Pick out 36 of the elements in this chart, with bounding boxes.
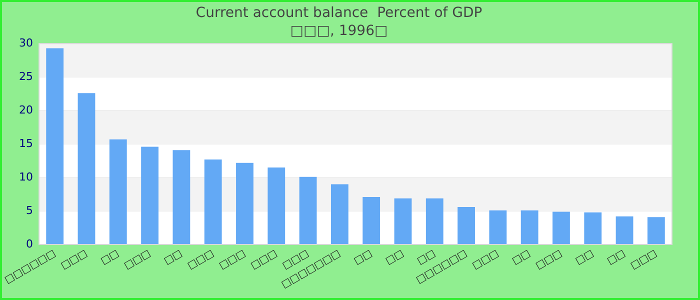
bar <box>362 196 380 244</box>
chart-subtitle: □□□, 1996□ <box>290 22 388 39</box>
y-tick-label: 0 <box>26 237 34 250</box>
x-tick-label: □□ <box>162 248 184 268</box>
y-tick-label: 30 <box>19 36 34 50</box>
bar <box>141 146 158 244</box>
x-tick-label: □□ <box>605 248 628 268</box>
x-tick-label: □□ <box>352 248 374 268</box>
y-tick-label: 15 <box>19 136 34 150</box>
bar <box>458 207 475 244</box>
bar <box>616 216 634 244</box>
bar <box>426 198 444 244</box>
bar <box>394 198 412 244</box>
bar <box>299 176 317 244</box>
bar <box>268 168 286 244</box>
bar <box>520 210 538 244</box>
chart-title: Current account balance Percent of GDP <box>196 5 482 22</box>
x-tick-label: □□ <box>574 248 596 268</box>
bar <box>236 162 254 244</box>
y-tick-label: 5 <box>26 204 34 217</box>
y-tick-label: 20 <box>19 103 34 116</box>
bar <box>46 48 64 244</box>
bar <box>552 212 570 244</box>
bar <box>204 159 222 244</box>
y-tick-label: 10 <box>19 170 34 184</box>
bar <box>647 217 665 244</box>
bar <box>109 139 127 244</box>
y-tick-label: 25 <box>19 70 34 83</box>
bar <box>330 184 348 244</box>
x-tick-label: □□ <box>99 248 121 268</box>
bar <box>489 210 507 244</box>
x-tick-label: □□ <box>510 248 532 268</box>
bar <box>78 93 96 244</box>
bar <box>584 212 602 244</box>
bar <box>172 150 190 244</box>
x-tick-label: □□ <box>384 248 406 268</box>
